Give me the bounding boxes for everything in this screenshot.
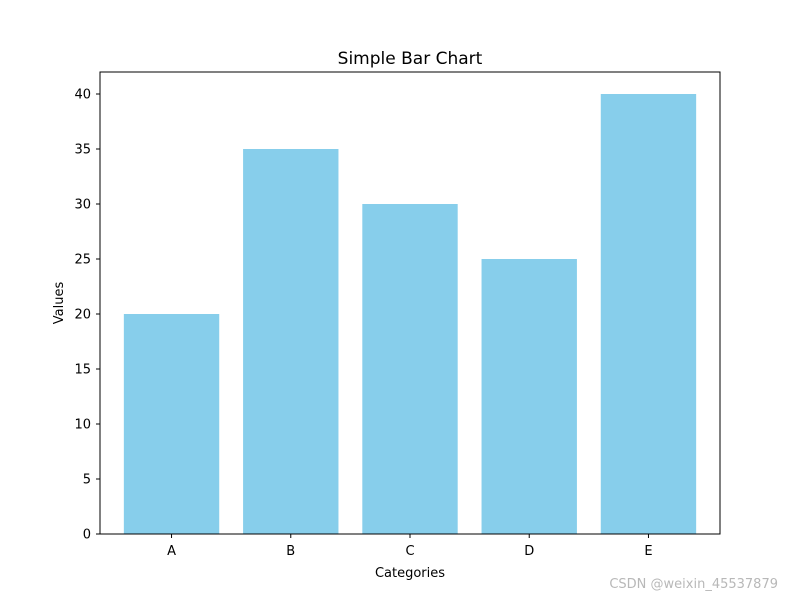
y-tick-label: 15 (74, 363, 91, 378)
x-axis-label: Categories (375, 566, 445, 581)
x-axis: A B C D E (167, 534, 653, 559)
watermark: CSDN @weixin_45537879 (609, 577, 778, 592)
y-axis: 0 5 10 15 20 25 30 35 40 (74, 88, 100, 543)
y-tick-label: 5 (83, 473, 91, 488)
y-tick-label: 30 (74, 198, 91, 213)
x-tick-label: C (405, 544, 414, 559)
y-tick-label: 35 (74, 143, 91, 158)
x-tick-label: E (644, 544, 652, 559)
x-tick-label: A (167, 544, 176, 559)
x-tick-label: B (286, 544, 295, 559)
chart-title: Simple Bar Chart (338, 49, 483, 69)
bars-group (123, 94, 697, 534)
y-tick-label: 0 (83, 528, 91, 543)
bar-b (243, 149, 339, 534)
y-axis-label: Values (52, 282, 67, 325)
y-tick-label: 20 (74, 308, 91, 323)
bar-a (123, 314, 220, 534)
y-tick-label: 40 (74, 88, 91, 103)
bar-c (362, 204, 458, 534)
x-tick-label: D (524, 544, 534, 559)
bar-d (481, 259, 577, 534)
y-tick-label: 25 (74, 253, 91, 268)
bar-e (600, 94, 697, 534)
y-tick-label: 10 (74, 418, 91, 433)
